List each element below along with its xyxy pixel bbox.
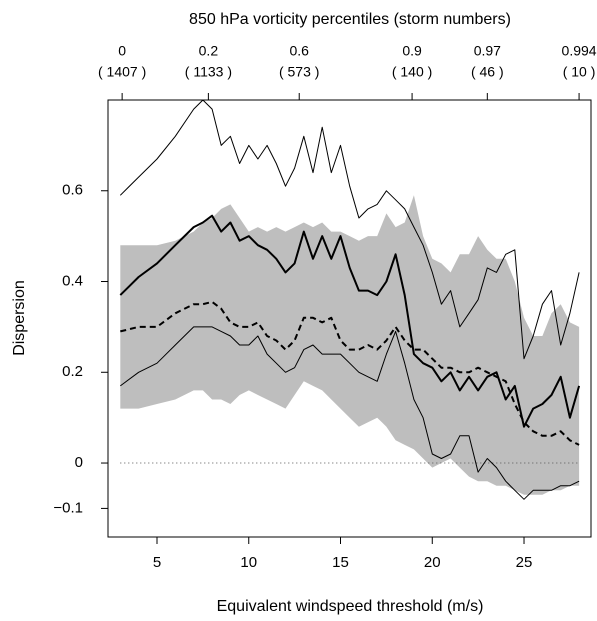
x-tick-label: 5 — [153, 554, 161, 571]
top-tick-sublabel: ( 1407 ) — [98, 64, 146, 80]
y-axis-title: Dispersion — [11, 280, 28, 356]
x-tick-label: 25 — [516, 554, 533, 571]
top-tick-label: 0.97 — [474, 43, 501, 59]
x-tick-label: 15 — [332, 554, 349, 571]
y-tick-label: 0.6 — [62, 182, 83, 199]
top-tick-sublabel: ( 1133 ) — [185, 64, 232, 80]
x-axis-title: Equivalent windspeed threshold (m/s) — [217, 598, 484, 615]
top-tick-label: 0 — [118, 43, 126, 59]
top-tick-label: 0.9 — [402, 43, 422, 59]
y-tick-label: 0 — [75, 454, 83, 471]
top-tick-label: 0.6 — [289, 43, 309, 59]
band — [120, 195, 580, 495]
plot-frame — [107, 99, 592, 538]
y-tick-label: 0.4 — [62, 272, 83, 289]
series-line — [119, 100, 580, 360]
top-tick-label: 0.2 — [199, 43, 219, 59]
y-tick-label: 0.2 — [62, 363, 83, 380]
x-tick-label: 10 — [240, 554, 257, 571]
y-tick-label: −0.1 — [53, 499, 83, 516]
plot-area — [119, 100, 581, 500]
series-line — [119, 214, 581, 428]
series-line — [120, 300, 580, 446]
top-tick-sublabel: ( 46 ) — [471, 64, 504, 80]
top-tick-label: 0.994 — [562, 43, 597, 59]
top-tick-sublabel: ( 573 ) — [279, 64, 319, 80]
top-axis-title: 850 hPa vorticity percentiles (storm num… — [189, 11, 511, 28]
series-line — [120, 326, 580, 500]
x-tick-label: 20 — [424, 554, 441, 571]
top-tick-sublabel: ( 10 ) — [563, 64, 596, 80]
top-tick-sublabel: ( 140 ) — [392, 64, 432, 80]
